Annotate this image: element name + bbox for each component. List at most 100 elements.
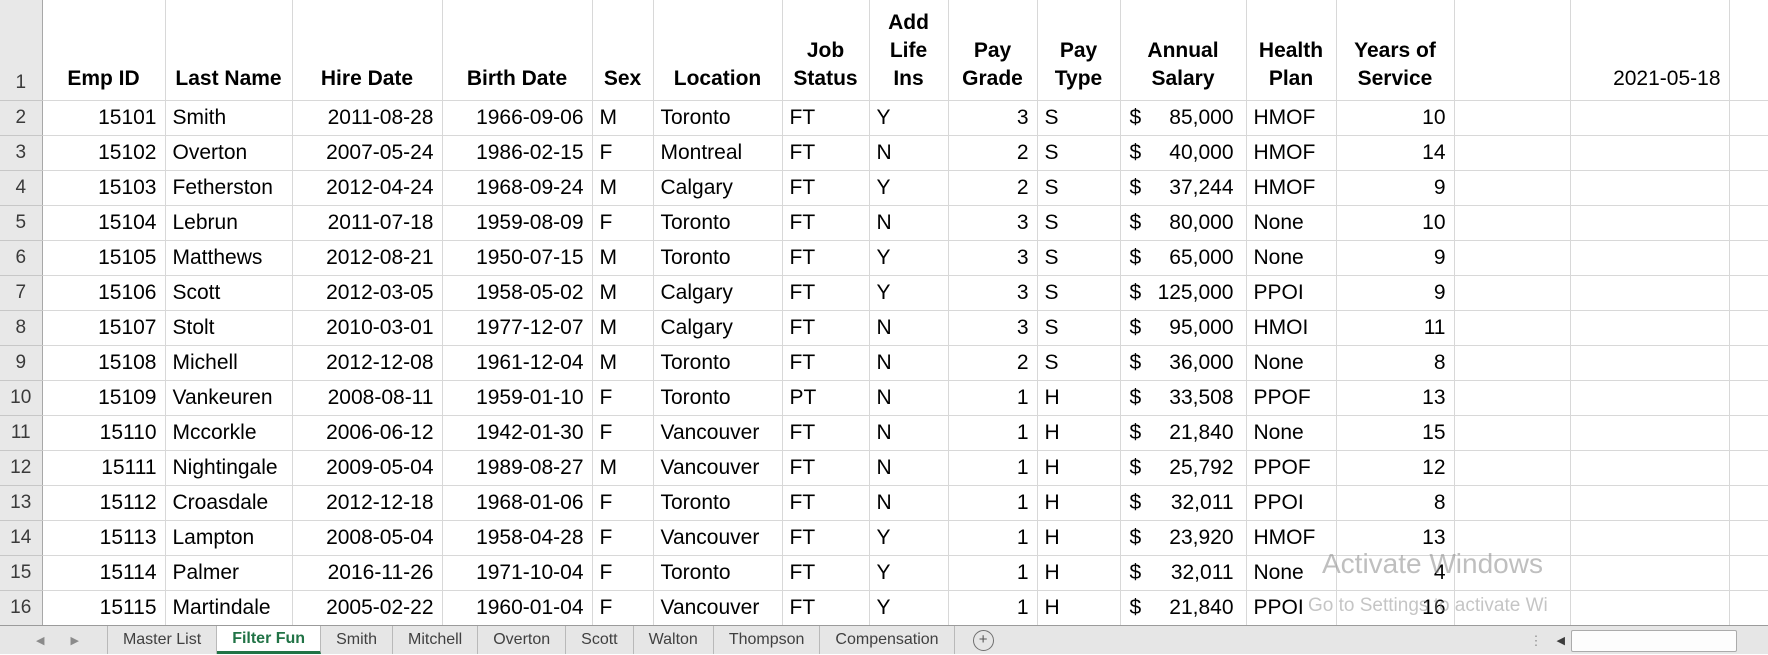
row-header[interactable]: 10	[0, 380, 43, 416]
cell-pay-type[interactable]: S	[1037, 275, 1121, 311]
cell-pay-type[interactable]: S	[1037, 205, 1121, 241]
new-sheet-button[interactable]: +	[972, 626, 994, 654]
cell-annual-salary[interactable]: $33,508	[1120, 380, 1247, 416]
cell-pay-type[interactable]: H	[1037, 485, 1121, 521]
hscroll-left-icon[interactable]: ◀	[1556, 635, 1565, 647]
cell-health-plan[interactable]: HMOF	[1246, 170, 1337, 206]
cell-years-of-service[interactable]: 10	[1336, 205, 1455, 241]
cell-years-of-service[interactable]: 11	[1336, 310, 1455, 346]
cell-hire-date[interactable]: 2012-08-21	[292, 240, 443, 276]
cell-job-status[interactable]: FT	[782, 520, 870, 556]
cell-last-name[interactable]: Martindale	[165, 590, 293, 626]
corner-date-cell[interactable]: 2021-05-18	[1570, 0, 1730, 101]
cell-add-life-ins[interactable]: N	[869, 450, 949, 486]
empty-cell[interactable]	[1454, 240, 1571, 276]
cell-pay-type[interactable]: S	[1037, 240, 1121, 276]
cell-hire-date[interactable]: 2012-12-18	[292, 485, 443, 521]
row-header[interactable]: 13	[0, 485, 43, 521]
sheet-tab-smith[interactable]: Smith	[321, 626, 393, 654]
cell-hire-date[interactable]: 2010-03-01	[292, 310, 443, 346]
cell-emp-id[interactable]: 15115	[42, 590, 166, 626]
empty-cell[interactable]	[1729, 520, 1768, 556]
cell-pay-grade[interactable]: 3	[948, 100, 1038, 136]
column-header-emp-id[interactable]: Emp ID	[42, 0, 166, 101]
cell-job-status[interactable]: FT	[782, 555, 870, 591]
cell-pay-grade[interactable]: 2	[948, 135, 1038, 171]
cell-sex[interactable]: M	[592, 310, 654, 346]
cell-sex[interactable]: M	[592, 100, 654, 136]
cell-add-life-ins[interactable]: N	[869, 380, 949, 416]
column-header-annual-salary[interactable]: Annual Salary	[1120, 0, 1247, 101]
empty-cell[interactable]	[1570, 485, 1730, 521]
cell-sex[interactable]: M	[592, 345, 654, 381]
empty-cell[interactable]	[1570, 100, 1730, 136]
cell-sex[interactable]: F	[592, 590, 654, 626]
cell-job-status[interactable]: FT	[782, 205, 870, 241]
cell-birth-date[interactable]: 1968-09-24	[442, 170, 593, 206]
empty-cell[interactable]	[1454, 555, 1571, 591]
cell-last-name[interactable]: Scott	[165, 275, 293, 311]
cell-annual-salary[interactable]: $23,920	[1120, 520, 1247, 556]
empty-cell[interactable]	[1729, 205, 1768, 241]
empty-cell[interactable]	[1570, 275, 1730, 311]
cell-health-plan[interactable]: None	[1246, 205, 1337, 241]
cell-add-life-ins[interactable]: Y	[869, 555, 949, 591]
empty-cell[interactable]	[1570, 380, 1730, 416]
cell-add-life-ins[interactable]: Y	[869, 240, 949, 276]
column-header-pay-grade[interactable]: Pay Grade	[948, 0, 1038, 101]
empty-cell[interactable]	[1729, 135, 1768, 171]
cell-add-life-ins[interactable]: N	[869, 415, 949, 451]
cell-hire-date[interactable]: 2016-11-26	[292, 555, 443, 591]
cell-pay-grade[interactable]: 3	[948, 205, 1038, 241]
empty-cell[interactable]	[1729, 170, 1768, 206]
cell-health-plan[interactable]: HMOF	[1246, 100, 1337, 136]
cell-hire-date[interactable]: 2011-08-28	[292, 100, 443, 136]
cell-pay-type[interactable]: H	[1037, 520, 1121, 556]
empty-cell[interactable]	[1729, 310, 1768, 346]
cell-last-name[interactable]: Lampton	[165, 520, 293, 556]
cell-years-of-service[interactable]: 4	[1336, 555, 1455, 591]
cell-add-life-ins[interactable]: N	[869, 485, 949, 521]
empty-cell[interactable]	[1570, 345, 1730, 381]
cell-pay-grade[interactable]: 2	[948, 170, 1038, 206]
row-header[interactable]: 9	[0, 345, 43, 381]
cell-job-status[interactable]: FT	[782, 345, 870, 381]
cell-years-of-service[interactable]: 12	[1336, 450, 1455, 486]
sheet-tab-compensation[interactable]: Compensation	[820, 626, 955, 654]
sheet-tab-master-list[interactable]: Master List	[106, 626, 218, 654]
cell-emp-id[interactable]: 15111	[42, 450, 166, 486]
cell-pay-type[interactable]: H	[1037, 590, 1121, 626]
cell-annual-salary[interactable]: $95,000	[1120, 310, 1247, 346]
cell-health-plan[interactable]: PPOF	[1246, 450, 1337, 486]
cell-location[interactable]: Calgary	[653, 275, 783, 311]
cell-emp-id[interactable]: 15101	[42, 100, 166, 136]
cell-add-life-ins[interactable]: Y	[869, 275, 949, 311]
cell-add-life-ins[interactable]: N	[869, 310, 949, 346]
empty-cell[interactable]	[1454, 380, 1571, 416]
row-header[interactable]: 8	[0, 310, 43, 346]
row-header[interactable]: 7	[0, 275, 43, 311]
cell-job-status[interactable]: FT	[782, 310, 870, 346]
cell-add-life-ins[interactable]: Y	[869, 100, 949, 136]
cell-last-name[interactable]: Fetherston	[165, 170, 293, 206]
cell-job-status[interactable]: FT	[782, 100, 870, 136]
row-header[interactable]: 12	[0, 450, 43, 486]
cell-add-life-ins[interactable]: Y	[869, 590, 949, 626]
cell-pay-grade[interactable]: 1	[948, 415, 1038, 451]
cell-job-status[interactable]: FT	[782, 485, 870, 521]
column-header-birth-date[interactable]: Birth Date	[442, 0, 593, 101]
empty-cell[interactable]	[1454, 170, 1571, 206]
cell-location[interactable]: Calgary	[653, 310, 783, 346]
cell-years-of-service[interactable]: 16	[1336, 590, 1455, 626]
cell-pay-type[interactable]: S	[1037, 100, 1121, 136]
cell-location[interactable]: Toronto	[653, 205, 783, 241]
cell-health-plan[interactable]: HMOF	[1246, 520, 1337, 556]
row-header[interactable]: 16	[0, 590, 43, 626]
cell-emp-id[interactable]: 15114	[42, 555, 166, 591]
cell-years-of-service[interactable]: 9	[1336, 275, 1455, 311]
empty-cell[interactable]	[1570, 170, 1730, 206]
cell-job-status[interactable]: FT	[782, 275, 870, 311]
cell-location[interactable]: Vancouver	[653, 415, 783, 451]
row-header[interactable]: 5	[0, 205, 43, 241]
cell-pay-type[interactable]: H	[1037, 415, 1121, 451]
